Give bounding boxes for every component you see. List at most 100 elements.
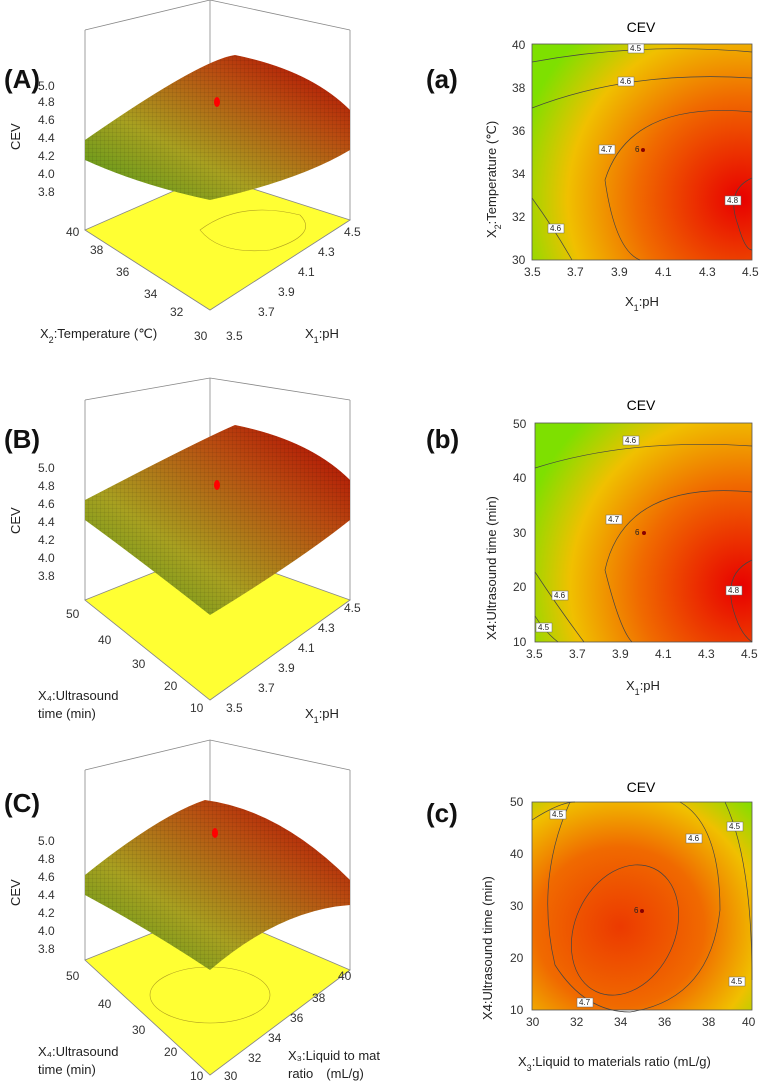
contour-b-yticks: 10 20 30 40 50 (513, 417, 527, 649)
svg-text:40: 40 (98, 633, 112, 647)
svg-text:4.5: 4.5 (630, 44, 642, 53)
svg-text:CEV: CEV (8, 879, 23, 906)
svg-text:X2:Temperature (℃): X2:Temperature (℃) (40, 326, 157, 345)
svg-text:4.6: 4.6 (620, 77, 632, 86)
svg-text:34: 34 (144, 287, 158, 301)
contour-b-svg: CEV 4.6 4.7 4.8 4.6 4.5 6 3.5 3.7 3.9 4.… (484, 397, 758, 697)
svg-text:4.5: 4.5 (731, 977, 743, 986)
svg-text:50: 50 (66, 969, 80, 983)
contour-plot-b: (b) CEV 4.6 4.7 4.8 4.6 4.5 6 3.5 3.7 3.… (380, 360, 763, 730)
svg-text:38: 38 (702, 1015, 716, 1029)
svg-text:4.6: 4.6 (38, 497, 55, 511)
contour-plot-a: (a) CEV 4.5 4.6 4.7 4.8 4.6 6 3.5 3.7 (380, 0, 763, 360)
svg-text:3.8: 3.8 (38, 569, 55, 583)
svg-text:4.5: 4.5 (729, 822, 741, 831)
svg-text:6: 6 (634, 906, 639, 915)
svg-text:3.7: 3.7 (258, 305, 275, 319)
svg-text:X1:pH: X1:pH (305, 326, 339, 345)
svg-text:4.4: 4.4 (38, 131, 55, 145)
contour-a-yticks: 30 32 34 36 38 40 (512, 38, 526, 267)
svg-text:time (min): time (min) (38, 1062, 96, 1077)
svg-text:3.9: 3.9 (278, 661, 295, 675)
svg-text:4.1: 4.1 (655, 647, 672, 661)
contour-c-yticks: 10 20 30 40 50 (510, 795, 524, 1017)
svg-text:3.5: 3.5 (226, 701, 243, 715)
x-ticks-c: 30 32 34 36 38 40 (224, 969, 352, 1083)
svg-text:time (min): time (min) (38, 706, 96, 721)
svg-text:4.1: 4.1 (298, 641, 315, 655)
svg-text:30: 30 (194, 329, 208, 343)
y-ticks-c: 50 40 30 20 10 (66, 969, 204, 1083)
x-ticks-b: 3.5 3.7 3.9 4.1 4.3 4.5 (226, 601, 361, 715)
svg-text:20: 20 (164, 679, 178, 693)
svg-text:6: 6 (635, 145, 640, 154)
svg-text:4.6: 4.6 (550, 224, 562, 233)
svg-text:ratio (mL/g): ratio (mL/g) (288, 1066, 364, 1081)
y-ticks-b: 50 40 30 20 10 (66, 607, 204, 715)
svg-text:X₄:Ultrasound: X₄:Ultrasound (38, 688, 118, 703)
svg-text:X₃:Liquid to materials: X₃:Liquid to materials (288, 1048, 380, 1063)
svg-text:4.7: 4.7 (608, 515, 620, 524)
contour-a-svg: CEV 4.5 4.6 4.7 4.8 4.6 6 3.5 3.7 3.9 4.… (484, 19, 759, 313)
svg-text:4.5: 4.5 (344, 601, 361, 615)
svg-text:5.0: 5.0 (38, 79, 55, 93)
svg-text:30: 30 (132, 657, 146, 671)
svg-text:X₄:Ultrasound: X₄:Ultrasound (38, 1044, 118, 1059)
svg-text:X1:pH: X1:pH (626, 678, 660, 697)
surface-b-svg: 5.0 4.8 4.6 4.4 4.2 4.0 3.8 CEV 50 40 30… (8, 377, 361, 725)
surface-plot-a: (A) 5.0 4.8 4.6 4.4 (0, 0, 380, 360)
contour-b-xticks: 3.5 3.7 3.9 4.1 4.3 4.5 (526, 647, 758, 661)
svg-text:4.4: 4.4 (38, 515, 55, 529)
svg-text:4.6: 4.6 (38, 870, 55, 884)
svg-text:3.7: 3.7 (569, 647, 586, 661)
svg-text:10: 10 (510, 1003, 524, 1017)
svg-text:34: 34 (614, 1015, 628, 1029)
svg-text:4.0: 4.0 (38, 924, 55, 938)
svg-text:4.5: 4.5 (344, 225, 361, 239)
svg-text:CEV: CEV (8, 507, 23, 534)
contour-title-b: CEV (627, 397, 656, 413)
svg-text:4.6: 4.6 (625, 436, 637, 445)
svg-text:4.6: 4.6 (688, 834, 700, 843)
panel-label-b: (b) (426, 424, 460, 454)
contour-c-svg: CEV 4.5 4.6 4.5 4.5 4.7 6 30 32 34 36 38… (480, 779, 756, 1073)
svg-text:34: 34 (268, 1031, 282, 1045)
svg-text:36: 36 (512, 124, 526, 138)
surface-plot-b: (B) 5.0 4.8 4.6 4.4 4.2 4.0 3.8 CEV 50 4… (0, 360, 380, 730)
svg-text:36: 36 (658, 1015, 672, 1029)
svg-text:4.8: 4.8 (38, 479, 55, 493)
svg-text:4.5: 4.5 (538, 623, 550, 632)
svg-text:30: 30 (224, 1069, 238, 1083)
svg-text:3.5: 3.5 (226, 329, 243, 343)
svg-text:3.7: 3.7 (258, 681, 275, 695)
svg-text:40: 40 (742, 1015, 756, 1029)
svg-text:20: 20 (513, 580, 527, 594)
svg-text:6: 6 (635, 528, 640, 537)
svg-text:4.2: 4.2 (38, 533, 55, 547)
svg-text:38: 38 (312, 991, 326, 1005)
svg-text:32: 32 (248, 1051, 262, 1065)
svg-text:40: 40 (338, 969, 352, 983)
svg-text:4.8: 4.8 (38, 95, 55, 109)
svg-text:30: 30 (510, 899, 524, 913)
svg-text:10: 10 (513, 635, 527, 649)
contour-c-xticks: 30 32 34 36 38 40 (526, 1015, 756, 1029)
svg-text:40: 40 (98, 997, 112, 1011)
panel-label-A: (A) (4, 64, 41, 94)
svg-text:30: 30 (513, 526, 527, 540)
svg-text:4.5: 4.5 (741, 647, 758, 661)
svg-text:30: 30 (526, 1015, 540, 1029)
svg-text:X4:Ultrasound time (min): X4:Ultrasound time (min) (480, 876, 495, 1020)
panel-label-c: (c) (426, 798, 458, 828)
svg-text:36: 36 (290, 1011, 304, 1025)
svg-text:4.3: 4.3 (318, 621, 335, 635)
svg-text:32: 32 (512, 210, 526, 224)
panel-label-B: (B) (4, 424, 41, 454)
svg-text:4.1: 4.1 (655, 265, 672, 279)
svg-text:3.9: 3.9 (611, 265, 628, 279)
svg-text:3.8: 3.8 (38, 185, 55, 199)
svg-text:36: 36 (116, 265, 130, 279)
svg-text:20: 20 (164, 1045, 178, 1059)
svg-text:CEV: CEV (8, 123, 23, 150)
svg-text:40: 40 (512, 38, 526, 52)
